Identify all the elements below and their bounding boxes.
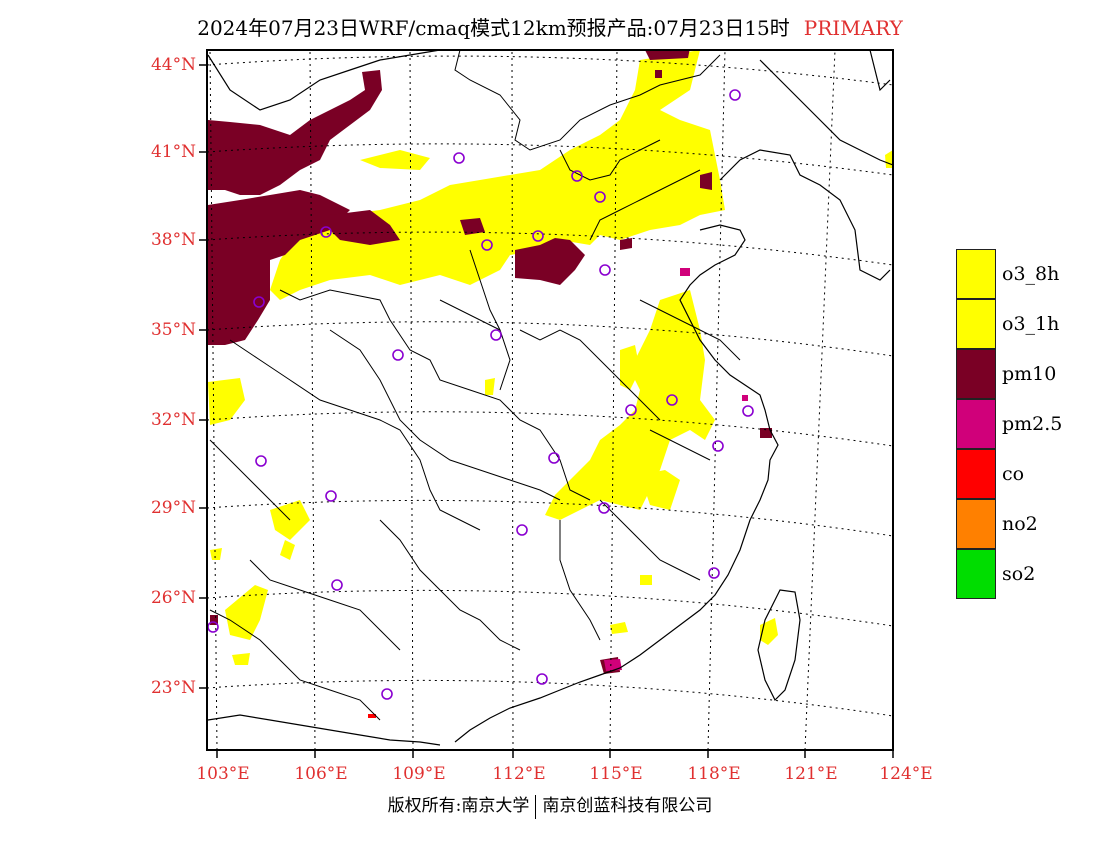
copyright-right: 南京创蓝科技有限公司 <box>542 796 713 816</box>
legend-label: o3_8h <box>1002 263 1060 285</box>
lat-label-38: 38°N <box>150 230 196 250</box>
pm25-regions <box>604 268 748 671</box>
lon-label-112: 112°E <box>492 764 546 784</box>
lat-label-29: 29°N <box>150 498 196 518</box>
graticule <box>207 50 893 750</box>
lat-label-35: 35°N <box>150 320 196 340</box>
lat-label-26: 26°N <box>150 588 196 608</box>
legend-label: no2 <box>1002 513 1038 535</box>
lon-label-121: 121°E <box>784 764 838 784</box>
station-markers <box>207 89 754 700</box>
lat-label-44: 44°N <box>150 55 196 75</box>
footer-separator <box>535 794 537 819</box>
plot-frame <box>206 49 894 751</box>
lon-label-115: 115°E <box>589 764 643 784</box>
lon-label-109: 109°E <box>392 764 446 784</box>
legend-swatch <box>956 499 996 549</box>
copyright-footer: 版权所有:南京大学 南京创蓝科技有限公司 <box>0 791 1100 819</box>
lon-label-106: 106°E <box>294 764 348 784</box>
legend-swatch <box>956 399 996 449</box>
legend-label: so2 <box>1002 563 1036 585</box>
copyright-left: 版权所有:南京大学 <box>387 796 530 816</box>
legend-label: pm2.5 <box>1002 413 1063 435</box>
map-title-text: 2024年07月23日WRF/cmaq模式12km预报产品:07月23日15时 <box>197 16 790 40</box>
legend-swatch <box>956 299 996 349</box>
lon-label-103: 103°E <box>196 764 250 784</box>
axis-ticks <box>199 64 894 758</box>
co-regions <box>368 714 376 718</box>
legend-swatch <box>956 549 996 599</box>
coastline-and-borders <box>207 50 893 746</box>
lat-label-32: 32°N <box>150 410 196 430</box>
lat-label-41: 41°N <box>150 142 196 162</box>
province-boundaries <box>209 50 741 721</box>
primary-tag: PRIMARY <box>803 16 903 40</box>
legend-swatch <box>956 449 996 499</box>
legend-swatch <box>956 249 996 299</box>
lon-label-124: 124°E <box>879 764 933 784</box>
map-title: 2024年07月23日WRF/cmaq模式12km预报产品:07月23日15时 P… <box>0 12 1100 41</box>
legend-label: co <box>1002 463 1025 485</box>
lat-label-23: 23°N <box>150 678 196 698</box>
legend-label: o3_1h <box>1002 313 1060 335</box>
legend-label: pm10 <box>1002 363 1057 385</box>
legend-swatch <box>956 349 996 399</box>
lon-label-118: 118°E <box>687 764 741 784</box>
